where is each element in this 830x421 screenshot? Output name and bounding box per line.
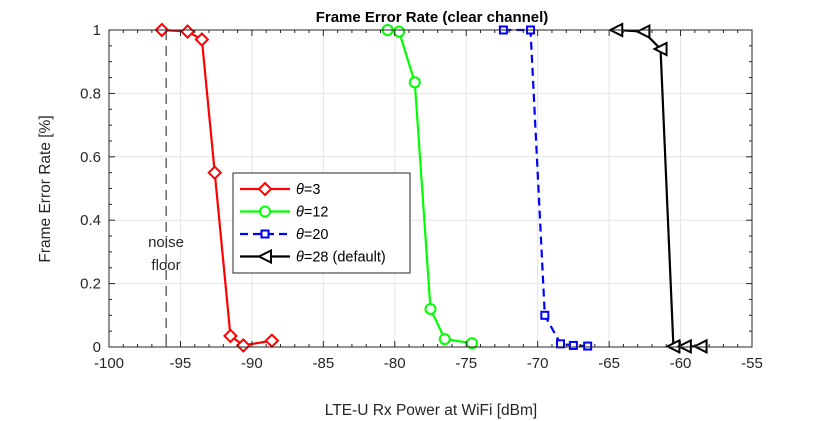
legend-label: θ=3: [296, 182, 320, 198]
legend-marker: [259, 205, 271, 218]
legend-entry-1: θ=12: [240, 205, 328, 221]
noise-floor-label-line2: floor: [151, 257, 180, 274]
data-point: [676, 338, 692, 354]
data-point: [207, 165, 223, 181]
legend-entry-3: θ=28 (default): [240, 248, 386, 266]
legend: θ=3 θ=12 θ=20 θ=28 (default): [232, 172, 411, 274]
x-tick-label: -100: [94, 355, 124, 372]
data-point: [465, 337, 478, 350]
y-axis-label: Frame Error Rate [%]: [37, 115, 54, 262]
x-tick-label: -65: [598, 355, 620, 372]
x-tick-label: -60: [670, 355, 692, 372]
y-tick-label: 0.6: [80, 149, 101, 166]
x-tick-label: -70: [527, 355, 549, 372]
x-tick-label: -95: [170, 355, 192, 372]
data-point: [652, 41, 668, 57]
x-tick-label: -55: [741, 355, 763, 372]
data-point: [408, 76, 421, 89]
axes: -100 -95 -90 -85 -80 -75 -70 -65 -60 -55 0 0.2 0.4 0.…: [80, 22, 763, 372]
legend-entry-0: θ=3: [240, 181, 320, 198]
data-point: [424, 302, 437, 315]
x-tick-label: -75: [455, 355, 477, 372]
data-point: [393, 25, 406, 38]
y-tick-label: 1: [93, 22, 101, 39]
y-tick-label: 0.2: [80, 276, 101, 293]
data-point: [540, 310, 550, 320]
chart-title: Frame Error Rate (clear channel): [316, 9, 549, 26]
data-point: [583, 341, 593, 351]
data-point: [556, 339, 566, 349]
annotations: noise floor: [148, 30, 184, 347]
x-tick-label: -90: [241, 355, 263, 372]
data-point: [194, 32, 210, 47]
legend-marker: [257, 181, 273, 197]
legend-marker: [256, 248, 272, 265]
series-line: [503, 28, 588, 348]
series-0: [154, 22, 280, 353]
legend-marker: [260, 229, 270, 239]
legend-entry-2: θ=20: [240, 227, 328, 243]
data-point: [692, 338, 708, 354]
y-tick-label: 0.8: [80, 85, 101, 102]
x-tick-label: -80: [384, 355, 406, 372]
legend-label: θ=28 (default): [296, 250, 386, 266]
legend-label: θ=12: [296, 205, 328, 221]
legend-label: θ=20: [296, 227, 328, 243]
data-point: [223, 328, 238, 344]
data-point: [235, 338, 251, 353]
y-tick-label: 0: [93, 339, 101, 356]
series-1: [381, 24, 478, 350]
data-point: [568, 340, 578, 350]
y-tick-label: 0.4: [80, 212, 101, 229]
x-tick-label: -85: [312, 355, 334, 372]
data-point: [438, 333, 451, 346]
x-axis-label: LTE-U Rx Power at WiFi [dBm]: [325, 402, 537, 419]
data-point: [635, 23, 651, 40]
